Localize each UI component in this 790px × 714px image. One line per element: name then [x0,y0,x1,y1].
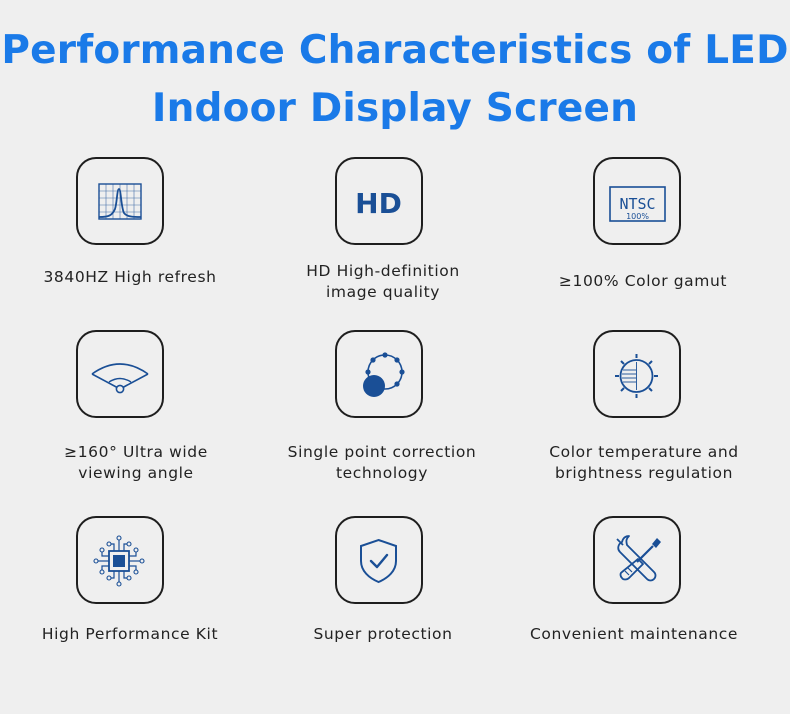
svg-text:HD: HD [355,187,402,220]
shield-check-icon [360,538,397,584]
chip-icon-box [76,516,164,604]
page-title: Performance Characteristics of LED Indoo… [0,22,790,138]
viewing-angle-icon [91,363,149,394]
feature-label-maintenance: Convenient maintenance [529,625,739,643]
tools-icon-box [593,516,681,604]
svg-text:100%: 100% [626,212,649,221]
hd-icon-box: HD [335,157,423,245]
refresh-graph-icon [98,183,142,220]
svg-text:NTSC: NTSC [619,195,655,213]
ntsc-icon: NTSC 100% [609,186,666,222]
tools-icon [616,535,661,582]
feature-label-hd: HD High-definition image quality [306,262,460,301]
page-title-line-1: Performance Characteristics of LED [1,28,789,73]
shield-icon-box [335,516,423,604]
feature-label-viewing-angle: ≥160° Ultra wide viewing angle [64,443,208,482]
feature-label-protection: Super protection [313,625,453,643]
chip-icon [93,535,145,587]
refresh-icon-box [76,157,164,245]
point-correction-icon-box [335,330,423,418]
ntsc-icon-box: NTSC 100% [593,157,681,245]
hd-icon: HD [355,187,402,220]
feature-label-point-correction: Single point correction technology [287,443,477,482]
feature-label-refresh: 3840HZ High refresh [43,268,217,286]
point-correction-icon [363,352,405,397]
feature-label-color-temperature: Color temperature and brightness regulat… [549,443,739,482]
feature-label-color-gamut: ≥100% Color gamut [558,272,728,290]
viewing-angle-icon-box [76,330,164,418]
color-temperature-icon-box [593,330,681,418]
page-title-line-2: Indoor Display Screen [151,86,639,131]
color-temperature-icon [615,354,658,398]
feature-label-kit: High Performance Kit [41,625,219,643]
